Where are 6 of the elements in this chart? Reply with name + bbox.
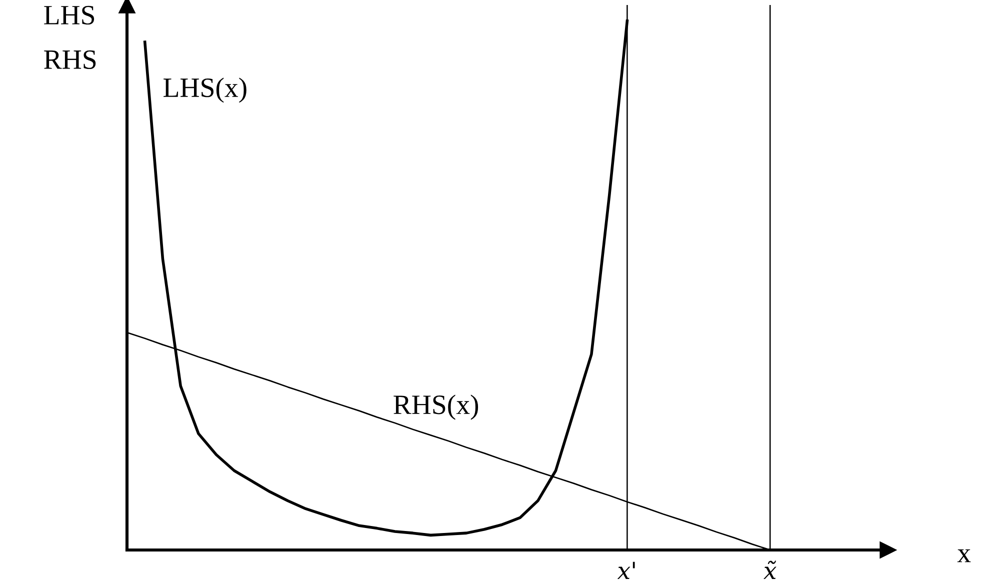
x-tick-label: x'	[617, 562, 635, 580]
y-axis-title: LHS RHS	[44, 6, 96, 70]
x-tick-label: x̃	[764, 560, 776, 580]
series-label: LHS(x)	[164, 78, 246, 103]
series-label: RHS(x)	[394, 394, 478, 420]
x-axis-title: x	[957, 549, 971, 562]
